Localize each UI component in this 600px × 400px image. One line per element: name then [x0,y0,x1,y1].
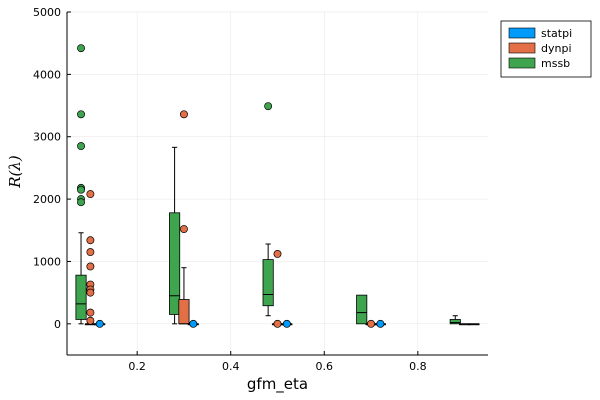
x-tick-label: 0.6 [316,360,334,373]
mssb-box-4 [449,315,461,325]
dynpi-outlier [86,316,95,325]
mssb-box-rect [262,259,274,307]
legend-swatch-statpi [508,27,536,39]
statpi-outlier [376,319,385,328]
y-axis-title: R(λ) [6,155,24,189]
dynpi-outlier [86,248,95,257]
statpi-outlier [282,319,291,328]
dynpi-box-1 [178,110,190,325]
legend-label-statpi: statpi [541,27,572,40]
mssb-box-2 [262,102,274,317]
mssb-box-3 [356,294,368,325]
statpi-box-1 [187,319,199,328]
dynpi-box-3 [365,319,377,328]
mssb-outlier [264,102,273,111]
y-tick-label: 4000 [33,68,61,81]
x-axis-title: gfm_eta [247,375,308,394]
dynpi-box-4 [459,323,471,326]
y-axis-title-arg: λ [6,161,24,172]
mssb-outlier [77,110,85,119]
y-tick-label: 2000 [33,193,61,206]
statpi-box-3 [374,319,386,328]
dynpi-outlier [179,225,188,233]
tick-labels: 0.2 0.4 0.6 0.8 0 1000 2000 3000 4000 5000 [33,6,427,373]
legend-swatch-mssb [508,57,536,69]
x-tick-label: 0.4 [222,360,240,373]
plot-area [75,44,480,328]
dynpi-outlier [86,262,95,271]
mssb-box-rect [169,212,181,315]
dynpi-box-2 [271,250,284,328]
grid [67,11,488,355]
y-tick-label: 1000 [33,255,61,268]
x-tick-label: 0.2 [128,360,146,373]
dynpi-box-0 [84,190,96,326]
y-tick-label: 0 [54,318,61,331]
dynpi-outlier [86,190,95,199]
statpi-outlier [189,319,198,328]
legend-swatch-dynpi [508,42,536,54]
statpi-box-4 [468,323,480,326]
mssb-box-rect [449,319,461,325]
dynpi-box-rect [178,299,190,325]
dynpi-outlier [86,308,95,317]
dynpi-outlier [86,236,95,245]
dynpi-outlier [273,319,282,328]
axes [66,11,488,356]
statpi-box-0 [94,319,106,328]
statpi-outlier [95,319,104,328]
y-tick-label: 3000 [33,131,61,144]
dynpi-outlier [367,319,376,328]
mssb-box-rect [75,274,87,320]
mssb-box-rect [356,294,368,325]
mssb-outlier [77,44,85,53]
legend-label-mssb: mssb [541,57,570,70]
dynpi-outlier [86,288,95,297]
legend: statpi dynpi mssb [500,20,592,78]
mssb-outlier [77,198,85,207]
y-tick-label: 5000 [33,6,61,19]
dynpi-outlier [179,110,188,119]
mssb-box-0 [75,44,87,325]
y-axis-title-prefix: R [6,176,24,188]
legend-label-dynpi: dynpi [541,42,572,55]
mssb-box-1 [169,146,181,325]
mssb-outlier [77,185,85,194]
statpi-box-2 [281,319,293,328]
dynpi-outlier [273,250,282,258]
x-tick-label: 0.8 [409,360,427,373]
mssb-outlier [77,142,85,151]
